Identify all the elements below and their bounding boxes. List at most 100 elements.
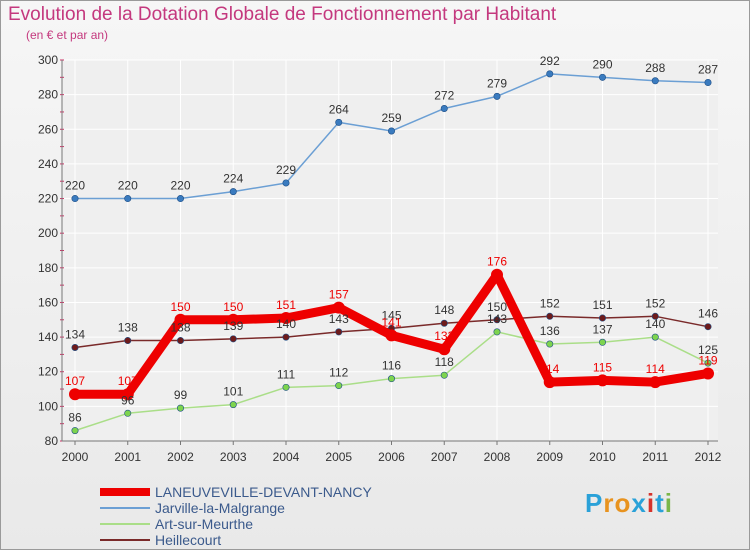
data-label-3: 143 (329, 312, 349, 326)
data-point-3 (493, 316, 501, 324)
data-point-1 (598, 73, 606, 81)
data-label-1: 220 (65, 179, 85, 193)
data-point-2 (124, 409, 132, 417)
data-label-2: 96 (121, 393, 135, 407)
data-point-1 (124, 195, 132, 203)
data-label-2: 136 (540, 324, 560, 338)
logo-letter: r (603, 488, 615, 518)
data-point-0 (491, 268, 503, 281)
data-point-0 (227, 313, 240, 326)
legend-label-art-sur-meurthe: Art-sur-Meurthe (155, 516, 254, 532)
data-label-2: 101 (223, 385, 243, 399)
data-point-2 (598, 338, 606, 346)
data-point-1 (387, 127, 395, 135)
y-tick-label: 280 (38, 88, 58, 102)
data-point-0 (174, 313, 187, 326)
data-point-2 (229, 401, 237, 409)
data-label-3: 146 (698, 307, 718, 321)
legend-label-laneuveville: LANEUVEVILLE-DEVANT-NANCY (155, 484, 372, 500)
x-tick-label: 2008 (484, 450, 511, 464)
data-label-2: 116 (382, 359, 401, 373)
data-point-3 (229, 335, 237, 343)
data-point-0 (385, 329, 398, 342)
data-label-3: 151 (592, 298, 612, 312)
data-point-2 (71, 427, 79, 435)
data-point-0 (121, 388, 134, 401)
data-point-1 (546, 70, 554, 78)
data-label-3: 138 (170, 321, 190, 335)
data-point-2 (282, 383, 290, 391)
data-label-1: 292 (540, 54, 560, 68)
data-label-3: 150 (487, 300, 507, 314)
data-point-0 (438, 343, 451, 356)
data-label-0: 115 (593, 360, 612, 374)
data-label-3: 152 (645, 296, 665, 310)
data-label-0: 107 (65, 374, 85, 388)
data-point-0 (596, 374, 609, 387)
data-label-1: 272 (434, 88, 454, 102)
data-point-2 (704, 359, 712, 367)
legend-swatch-art-sur-meurthe (100, 523, 150, 525)
data-point-0 (332, 301, 345, 314)
data-point-1 (440, 104, 448, 112)
data-point-0 (543, 376, 556, 389)
data-point-3 (598, 314, 606, 322)
y-tick-label: 100 (38, 399, 58, 413)
data-label-2: 118 (435, 355, 454, 369)
data-label-3: 140 (276, 317, 296, 331)
x-tick-label: 2005 (325, 450, 352, 464)
x-tick-label: 2012 (695, 450, 722, 464)
data-label-1: 287 (698, 63, 718, 77)
data-label-3: 145 (381, 308, 401, 322)
logo-letter: P (585, 488, 604, 518)
logo-letter: x (631, 488, 647, 518)
data-point-2 (493, 328, 501, 336)
x-tick-label: 2010 (589, 450, 616, 464)
data-label-1: 264 (329, 102, 349, 116)
data-point-1 (177, 195, 185, 203)
logo-letter: i (664, 488, 673, 518)
data-label-3: 152 (540, 296, 560, 310)
data-label-0: 114 (540, 362, 559, 376)
logo-letter: o (614, 488, 632, 518)
data-label-2: 140 (645, 317, 665, 331)
data-point-2 (651, 333, 659, 341)
data-label-2: 112 (329, 366, 348, 380)
data-label-0: 107 (118, 374, 138, 388)
x-tick-label: 2009 (536, 450, 563, 464)
data-point-0 (69, 388, 81, 401)
y-tick-label: 200 (38, 226, 58, 240)
data-point-0 (702, 367, 714, 380)
proxiti-logo: Proxiti (585, 488, 673, 519)
x-tick-label: 2004 (273, 450, 300, 464)
data-label-1: 259 (381, 111, 401, 125)
data-label-3: 139 (223, 319, 243, 333)
x-tick-label: 2011 (642, 450, 668, 464)
data-label-1: 220 (170, 179, 190, 193)
data-label-3: 148 (434, 303, 454, 317)
data-label-2: 137 (592, 322, 612, 336)
data-label-0: 151 (276, 298, 296, 312)
data-label-0: 150 (170, 300, 190, 314)
legend-swatch-laneuveville (100, 488, 150, 496)
data-point-3 (546, 312, 554, 320)
y-tick-label: 140 (38, 330, 58, 344)
data-point-1 (704, 79, 712, 87)
legend-swatch-heillecourt (100, 539, 150, 541)
data-label-1: 229 (276, 163, 296, 177)
data-label-0: 150 (223, 300, 243, 314)
data-label-1: 290 (592, 57, 612, 71)
data-label-1: 224 (223, 172, 243, 186)
y-tick-label: 260 (38, 122, 58, 136)
data-label-2: 111 (277, 367, 296, 381)
x-tick-label: 2007 (431, 450, 458, 464)
y-tick-label: 160 (38, 295, 58, 309)
legend-label-heillecourt: Heillecourt (155, 532, 222, 548)
logo-letter: i (646, 488, 656, 518)
legend-label-jarville: Jarville-la-Malgrange (155, 500, 285, 516)
data-point-1 (282, 179, 290, 187)
y-tick-label: 180 (38, 261, 58, 275)
data-point-0 (649, 376, 662, 389)
x-tick-label: 2002 (167, 450, 194, 464)
data-label-0: 141 (381, 315, 401, 329)
